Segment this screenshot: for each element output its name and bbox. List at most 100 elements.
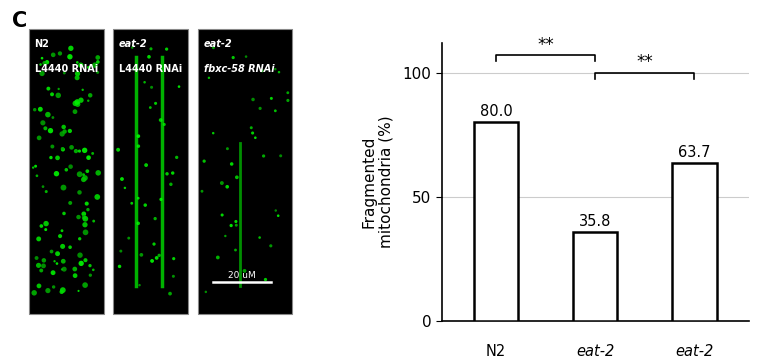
Point: [45, 155, 57, 160]
Point: [58, 185, 70, 190]
Point: [57, 258, 69, 264]
Point: [27, 165, 39, 170]
Bar: [672, 163, 717, 321]
Point: [45, 128, 57, 134]
Point: [41, 59, 53, 65]
Point: [282, 90, 294, 96]
Point: [173, 84, 185, 90]
Point: [84, 263, 96, 268]
Point: [272, 213, 284, 218]
Point: [37, 184, 49, 190]
Point: [87, 267, 99, 273]
Point: [82, 98, 94, 104]
Point: [70, 148, 82, 154]
Point: [81, 168, 94, 174]
Point: [245, 125, 257, 131]
Text: L4440 RNAi: L4440 RNAi: [119, 64, 182, 74]
Point: [225, 223, 237, 228]
Point: [79, 257, 91, 263]
Point: [91, 59, 104, 65]
Point: [72, 214, 84, 220]
Text: 20 uM: 20 uM: [228, 271, 256, 280]
Point: [69, 273, 81, 278]
Point: [260, 277, 272, 282]
Point: [48, 258, 61, 264]
Point: [212, 255, 224, 260]
Point: [38, 257, 50, 263]
Point: [282, 97, 294, 103]
Point: [51, 251, 64, 257]
Point: [203, 75, 215, 81]
Point: [58, 124, 70, 130]
Point: [37, 120, 49, 126]
Point: [132, 221, 144, 226]
Point: [74, 190, 86, 195]
Point: [35, 106, 47, 112]
Text: 80.0: 80.0: [480, 104, 512, 119]
Point: [170, 155, 183, 160]
Point: [64, 54, 76, 60]
Point: [78, 147, 91, 153]
Point: [47, 115, 59, 120]
Point: [247, 130, 259, 136]
Point: [40, 221, 52, 226]
Point: [196, 188, 208, 194]
Point: [89, 62, 101, 68]
Point: [81, 207, 94, 212]
Point: [82, 65, 94, 70]
Point: [69, 101, 81, 106]
Point: [254, 106, 266, 111]
Point: [123, 235, 135, 241]
Point: [216, 212, 228, 218]
Point: [56, 267, 68, 272]
Point: [35, 268, 48, 273]
Point: [38, 60, 51, 66]
Point: [247, 97, 259, 102]
Point: [38, 263, 50, 269]
Point: [51, 261, 63, 266]
Point: [139, 202, 151, 208]
Point: [238, 268, 250, 274]
Point: [161, 46, 173, 52]
Point: [132, 133, 144, 139]
Text: L4440 RNAi: L4440 RNAi: [35, 64, 98, 74]
Point: [57, 243, 69, 249]
Point: [48, 284, 60, 290]
Point: [257, 153, 270, 159]
Point: [230, 247, 242, 253]
Point: [68, 266, 81, 272]
Point: [54, 51, 66, 56]
Point: [58, 70, 71, 76]
Point: [75, 261, 88, 266]
Point: [91, 194, 104, 200]
Point: [42, 86, 55, 91]
Point: [54, 233, 66, 239]
Point: [36, 55, 48, 61]
Point: [84, 272, 97, 278]
Point: [230, 218, 242, 224]
Point: [33, 135, 45, 141]
Point: [79, 222, 91, 227]
Point: [112, 147, 124, 152]
Point: [46, 144, 58, 149]
Point: [116, 176, 128, 182]
Point: [148, 241, 161, 247]
Text: N2: N2: [35, 39, 49, 49]
Text: **: **: [538, 36, 554, 54]
Point: [155, 197, 167, 202]
Point: [47, 270, 59, 276]
Point: [46, 91, 58, 97]
Point: [29, 164, 41, 169]
Point: [221, 184, 233, 190]
Point: [74, 62, 87, 68]
Point: [240, 54, 252, 60]
Point: [167, 170, 179, 176]
Point: [79, 216, 91, 222]
Point: [71, 75, 83, 81]
Point: [145, 46, 157, 52]
Point: [149, 216, 161, 221]
Text: eat-2: eat-2: [675, 344, 713, 357]
Y-axis label: Fragmented
mitochondria (%): Fragmented mitochondria (%): [362, 116, 394, 248]
Bar: [29, 29, 104, 314]
Bar: [114, 29, 188, 314]
